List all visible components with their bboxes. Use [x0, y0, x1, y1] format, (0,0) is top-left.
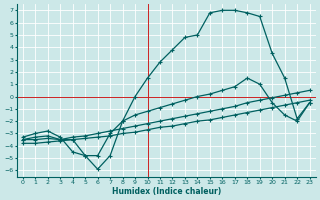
X-axis label: Humidex (Indice chaleur): Humidex (Indice chaleur) [112, 187, 221, 196]
